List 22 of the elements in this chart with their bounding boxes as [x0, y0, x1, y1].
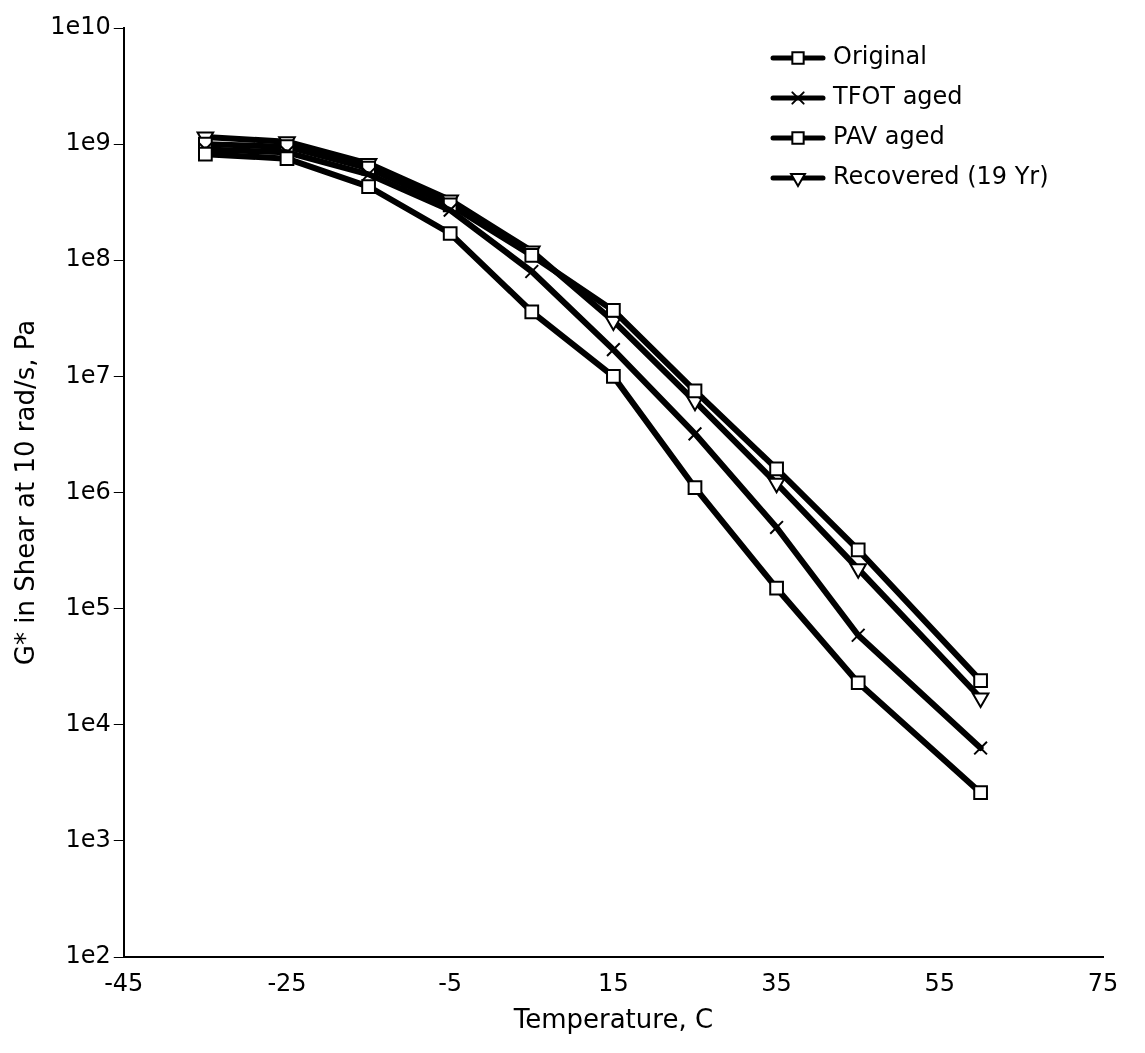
x-tick-label: 75	[1087, 968, 1119, 997]
legend-label: TFOT aged	[832, 82, 963, 111]
y-tick-label: 1e10	[50, 12, 111, 41]
x-tick-label: 55	[924, 968, 956, 997]
legend-label: Original	[833, 42, 927, 71]
y-tick-label: 1e7	[65, 360, 111, 389]
y-tick-label: 1e9	[65, 128, 111, 157]
y-tick-label: 1e6	[65, 476, 111, 505]
y-tick-label: 1e2	[65, 941, 111, 970]
x-tick-label: 35	[761, 968, 792, 997]
legend-label: PAV aged	[833, 122, 945, 151]
legend-label: Recovered (19 Yr)	[833, 162, 1049, 191]
y-tick-label: 1e4	[65, 708, 111, 737]
x-tick-label: -5	[438, 968, 463, 997]
x-tick-label: 15	[598, 968, 629, 997]
y-axis-title: G* in Shear at 10 rad/s, Pa	[10, 319, 41, 666]
y-tick-label: 1e8	[65, 244, 111, 273]
x-tick-label: -45	[104, 968, 144, 997]
x-axis-title: Temperature, C	[512, 1004, 714, 1035]
x-tick-label: -25	[267, 968, 307, 997]
y-tick-label: 1e3	[65, 825, 111, 854]
y-tick-label: 1e5	[65, 592, 111, 621]
